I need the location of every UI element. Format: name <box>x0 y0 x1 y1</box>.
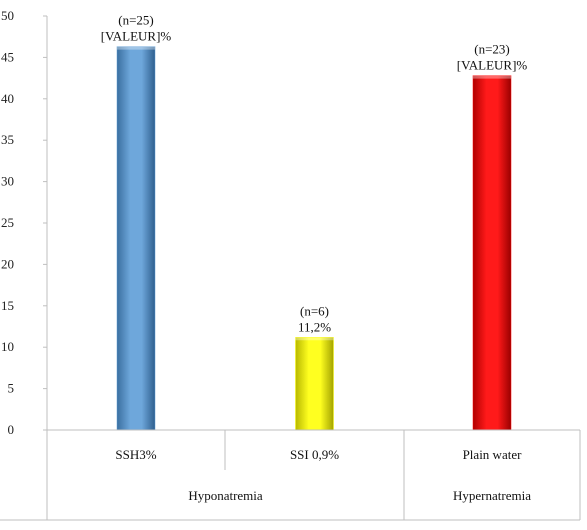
plot-area: (n=25)[VALEUR]%(n=6)11,2%(n=23)[VALEUR]% <box>101 13 528 431</box>
x-category-label: Plain water <box>463 447 523 462</box>
y-tick-label: 50 <box>1 8 14 23</box>
bar-group: (n=25)[VALEUR]% <box>101 13 172 431</box>
data-label: (n=25) <box>118 13 154 28</box>
y-tick-label: 15 <box>1 298 14 313</box>
bar-cap <box>117 46 155 50</box>
y-tick-label: 30 <box>1 174 14 189</box>
y-tick-label: 45 <box>1 49 14 64</box>
data-label: (n=6) <box>300 303 329 318</box>
y-tick-label: 40 <box>1 91 14 106</box>
bar-cap <box>295 337 334 341</box>
data-label: [VALEUR]% <box>101 29 172 44</box>
x-group-label: Hypernatremia <box>453 488 531 503</box>
y-tick-label: 35 <box>1 132 14 147</box>
bar <box>116 46 156 431</box>
x-axis: SSH3% SSI 0,9% Plain water Hyponatremia Hype… <box>0 429 581 521</box>
y-tick-label: 10 <box>1 339 14 354</box>
data-label: [VALEUR]% <box>457 58 528 73</box>
y-tick-label: 20 <box>1 256 14 271</box>
x-group-label: Hyponatremia <box>188 488 263 503</box>
bar-group: (n=23)[VALEUR]% <box>457 42 528 431</box>
data-label: (n=23) <box>474 42 510 57</box>
x-category-label: SSH3% <box>115 447 156 462</box>
data-label: 11,2% <box>298 319 331 334</box>
y-tick-label: 0 <box>8 422 15 437</box>
y-tick-label: 5 <box>8 381 15 396</box>
y-tick-label: 25 <box>1 215 14 230</box>
bar-group: (n=6)11,2% <box>295 303 334 431</box>
bar <box>472 75 512 431</box>
bar-cap <box>473 75 511 79</box>
y-axis: 0 5 10 15 20 25 30 35 40 45 50 <box>1 8 48 437</box>
bar <box>295 337 334 431</box>
x-category-label: SSI 0,9% <box>290 447 339 462</box>
